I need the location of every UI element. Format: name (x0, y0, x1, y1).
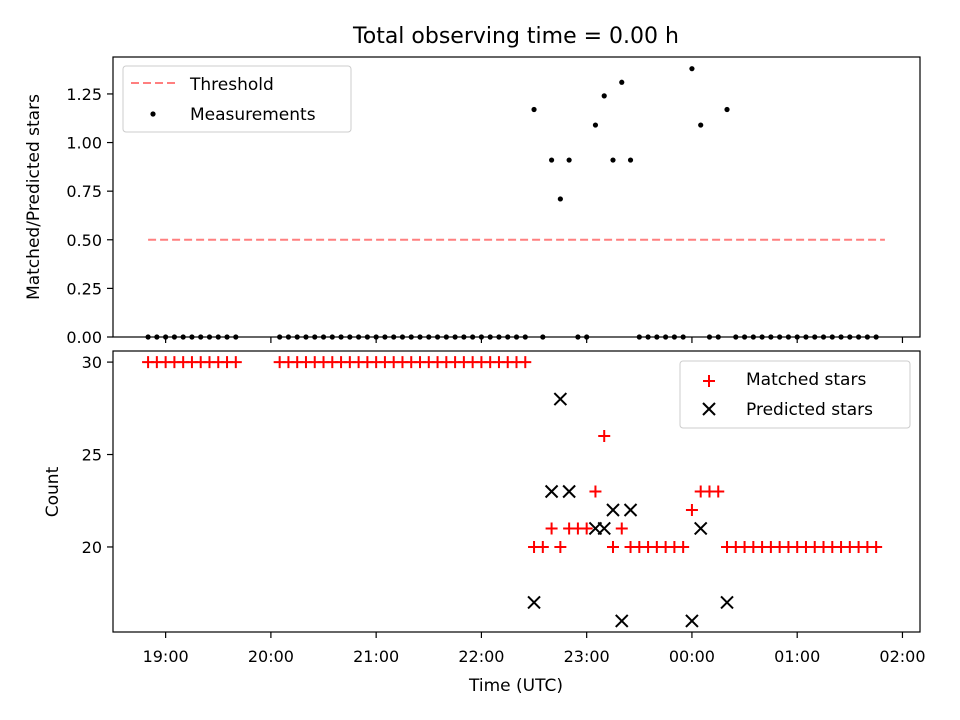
measurement-point (610, 157, 616, 163)
top-y-tick-label: 1.25 (66, 85, 102, 104)
predicted-star-point (606, 503, 620, 517)
bottom-y-ticks: 20 25 30 (82, 353, 113, 557)
matched-star-point (519, 356, 532, 369)
top-y-tick-label: 0.50 (66, 231, 102, 250)
bottom-panel: Count Time (UTC) 20 25 30 19:00 20:00 21:00 2… (43, 350, 926, 696)
matched-star-point (870, 540, 883, 553)
bottom-legend-box (679, 360, 911, 429)
measurements-legend-swatch (150, 111, 156, 117)
predicted-star-point (527, 595, 541, 610)
top-y-ticks: 0.00 0.25 0.50 0.75 1.00 1.25 (66, 85, 113, 347)
bottom-y-axis-label: Count (43, 466, 63, 517)
predicted-star-point (720, 595, 734, 610)
bottom-plot-area (142, 356, 883, 628)
bottom-y-tick-label: 30 (82, 353, 102, 372)
predicted-star-point (615, 614, 629, 628)
matched-star-point (598, 430, 611, 443)
x-tick-label: 22:00 (458, 647, 504, 666)
x-axis-label: Time (UTC) (468, 676, 563, 696)
top-legend: Threshold Measurements (122, 65, 352, 133)
matched-star-point (606, 540, 619, 553)
matched-star-point (615, 522, 628, 535)
x-tick-label: 00:00 (669, 647, 715, 666)
bottom-legend: Matched stars Predicted stars (679, 360, 911, 429)
measurement-point (566, 157, 572, 163)
bottom-y-tick-label: 25 (82, 446, 102, 465)
matched-legend-label: Matched stars (746, 370, 866, 390)
matched-star-point (545, 522, 558, 535)
predicted-star-point (623, 503, 638, 517)
x-tick-label: 01:00 (774, 647, 820, 666)
measurement-point (557, 196, 563, 202)
threshold-legend-label: Threshold (189, 75, 274, 95)
measurement-point (548, 157, 555, 163)
matched-star-point (580, 522, 593, 535)
predicted-star-point (685, 614, 699, 628)
measurement-point (724, 106, 730, 113)
top-axes-frame (112, 56, 921, 338)
predicted-star-point (544, 484, 559, 499)
top-y-axis-label: Matched/Predicted stars (24, 94, 44, 300)
top-y-tick-label: 1.00 (66, 134, 102, 153)
matched-star-point (536, 540, 549, 553)
predicted-star-point (562, 484, 576, 499)
measurement-point (689, 66, 695, 72)
measurement-point (627, 157, 634, 163)
top-panel: Total observing time = 0.00 h Matched/Pr… (24, 24, 921, 347)
x-tick-label: 23:00 (564, 647, 610, 666)
matched-star-point (685, 503, 698, 516)
matched-legend-swatch (703, 375, 715, 387)
bottom-y-tick-label: 20 (82, 538, 102, 557)
predicted-star-point (597, 521, 611, 536)
measurement-point (531, 106, 537, 113)
predicted-star-point (553, 392, 568, 406)
x-tick-label: 21:00 (353, 647, 399, 666)
measurement-point (592, 122, 599, 128)
matched-star-point (712, 485, 725, 498)
top-x-ticks (165, 337, 904, 343)
predicted-star-point (693, 521, 708, 536)
matched-star-point (554, 540, 567, 553)
top-y-tick-label: 0.75 (66, 182, 102, 201)
measurements-legend-label: Measurements (190, 105, 316, 125)
matched-star-point (677, 540, 690, 553)
x-tick-label: 20:00 (248, 647, 294, 666)
measurement-point (601, 93, 607, 99)
predicted-legend-swatch (702, 402, 716, 416)
top-legend-box (122, 65, 352, 133)
top-y-tick-label: 0.00 (66, 328, 102, 347)
x-tick-label: 19:00 (143, 647, 189, 666)
matched-star-point (229, 356, 242, 369)
bottom-axes-frame (112, 350, 921, 633)
measurement-point (619, 79, 625, 85)
x-tick-label: 02:00 (879, 647, 925, 666)
matched-star-point (589, 485, 602, 498)
measurement-point (698, 122, 704, 128)
predicted-legend-label: Predicted stars (746, 400, 873, 420)
chart-title: Total observing time = 0.00 h (352, 24, 679, 49)
top-y-tick-label: 0.25 (66, 279, 102, 298)
bottom-x-ticks: 19:00 20:00 21:00 22:00 23:00 00:00 01:00 02:00 (143, 632, 926, 666)
